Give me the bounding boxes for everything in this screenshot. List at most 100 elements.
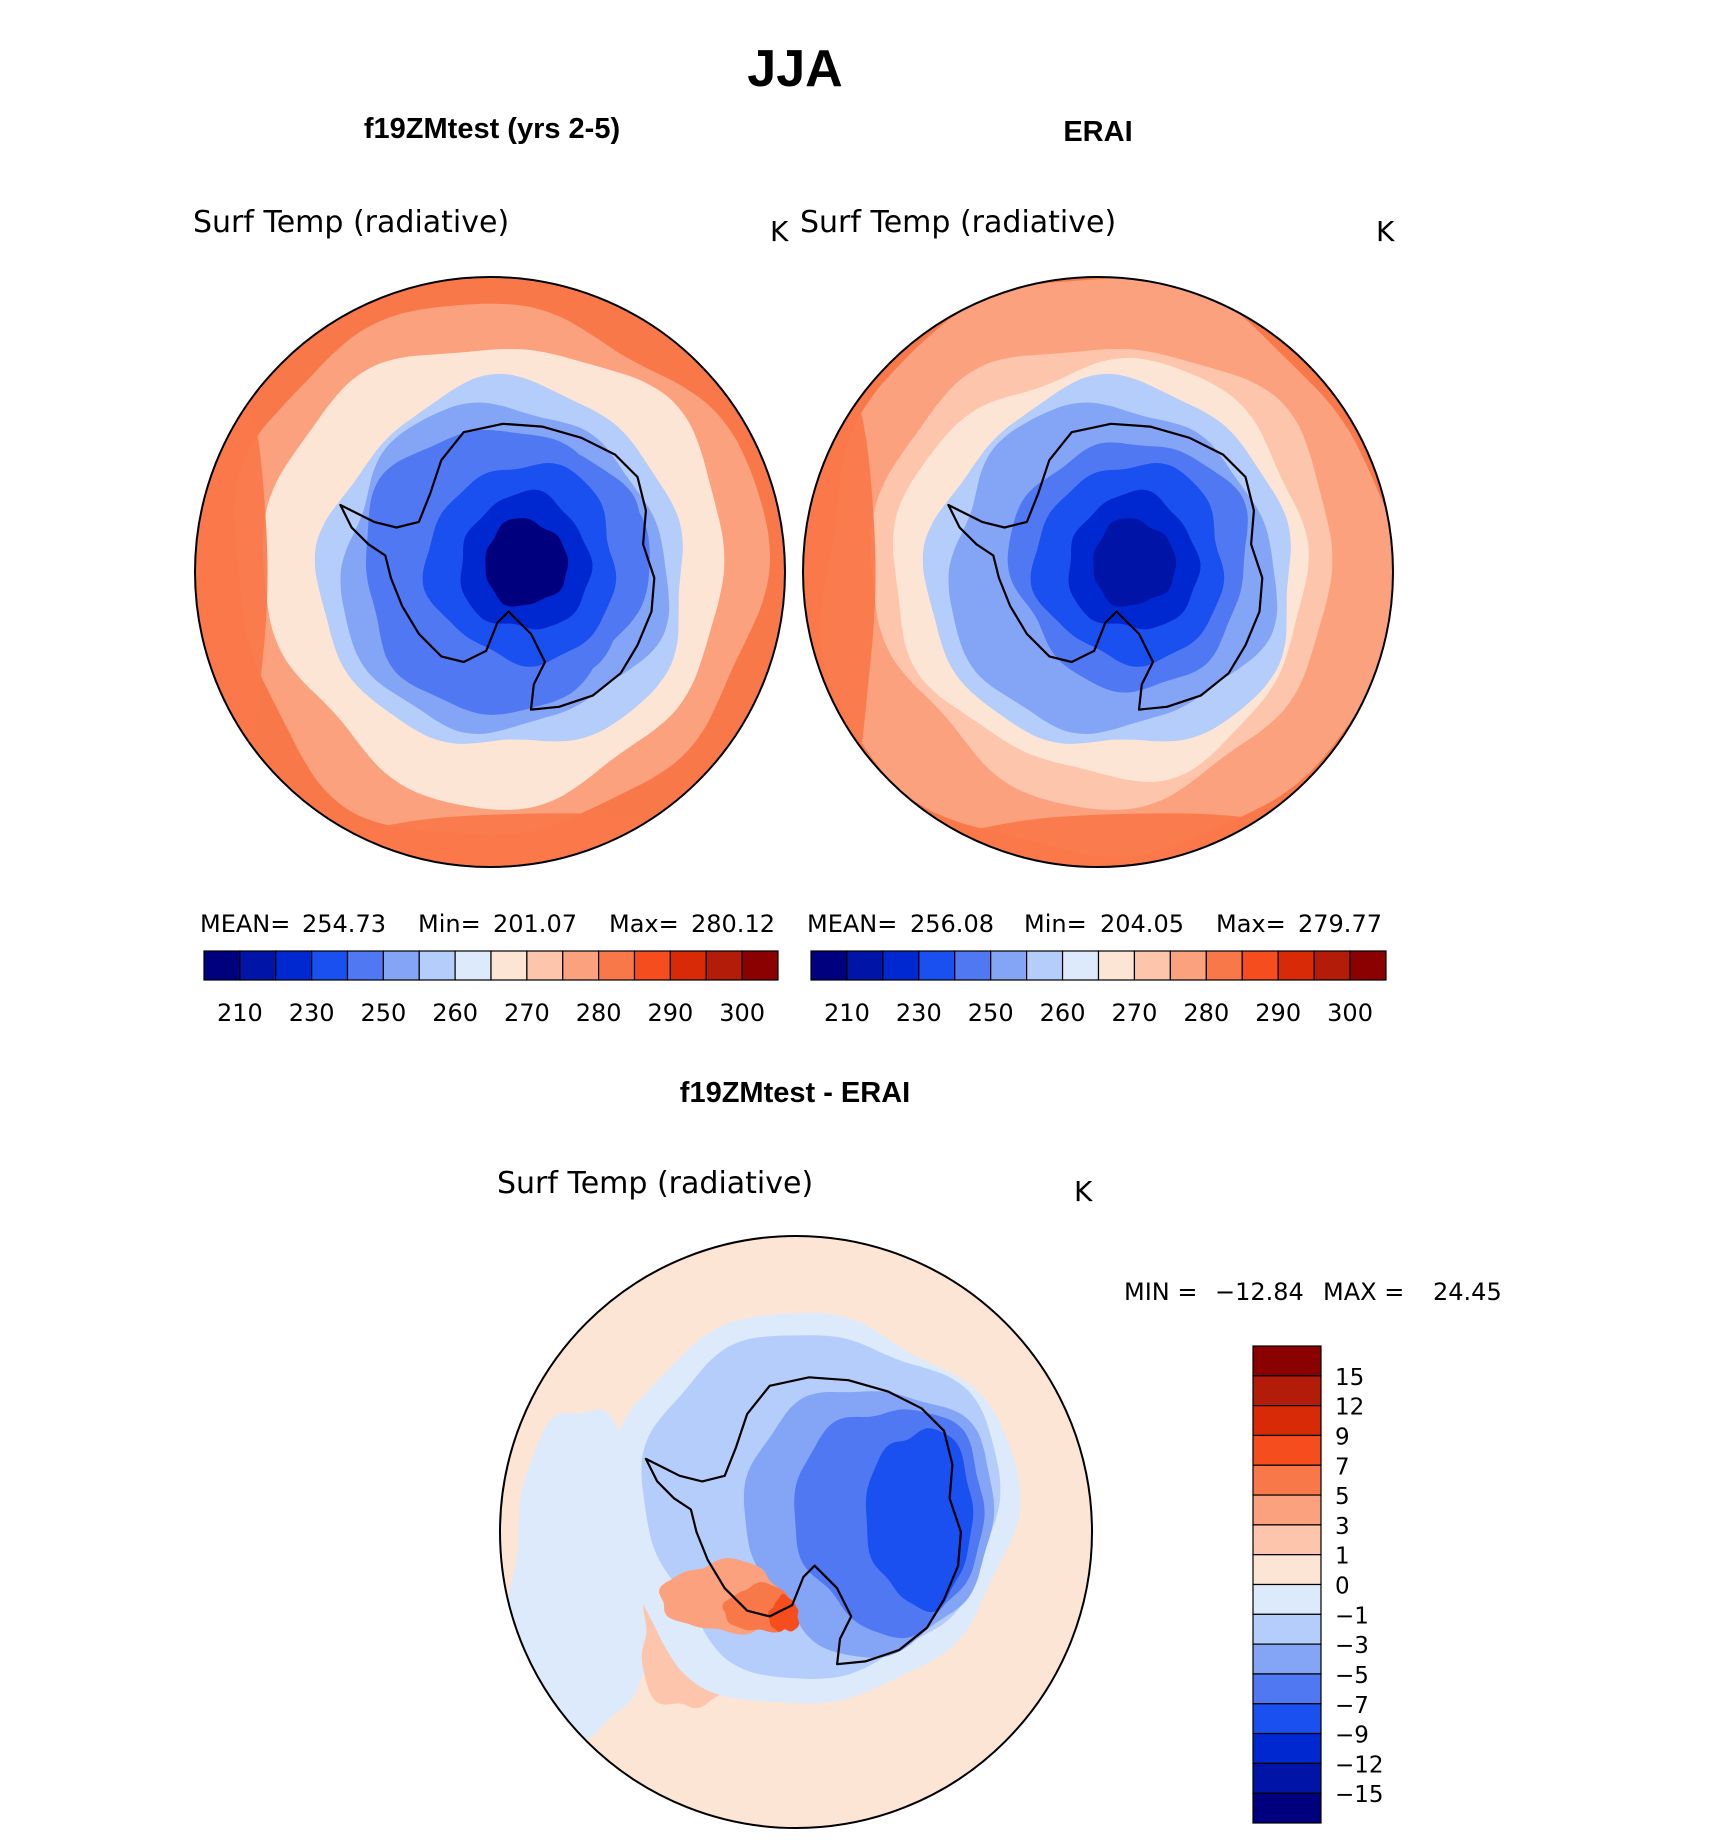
panel-diff-map-contour-east-3 (865, 1428, 974, 1612)
panel-model-field-label: Surf Temp (radiative) (193, 205, 509, 240)
panel-obs-max-value: 279.77 (1298, 910, 1382, 938)
panel-model-colorbar-swatch (633, 950, 671, 981)
panel-diff-colorbar-swatch (1252, 1732, 1322, 1764)
panel-obs-colorbar-tick-label: 260 (1040, 999, 1086, 1027)
panel-diff-colorbar-tick-label: 1 (1335, 1544, 1350, 1570)
panel-obs-colorbar-tick-label: 300 (1327, 999, 1373, 1027)
panel-diff-colorbar-tick-label: −7 (1335, 1693, 1369, 1719)
panel-model-colorbar-swatch (346, 950, 384, 981)
panel-obs-colorbar-swatch (810, 950, 848, 981)
panel-model-colorbar-swatch (705, 950, 743, 981)
panel-model-colorbar: 210 230 250 260 270 280 290 300 (203, 950, 779, 1027)
panel-diff-colorbar-swatch (1252, 1524, 1322, 1556)
panel-diff: f19ZMtest - ERAI Surf Temp (radiative) K… (497, 1077, 1502, 1829)
panel-model-colorbar-tick-label: 300 (719, 999, 765, 1027)
panel-obs-colorbar-swatch (1061, 950, 1100, 981)
panel-model-units: K (770, 215, 789, 248)
panel-diff-colorbar-swatch (1252, 1405, 1322, 1437)
panel-model-colorbar-swatch (454, 950, 492, 981)
panel-obs-colorbar-tick-label: 290 (1255, 999, 1301, 1027)
panel-diff-map-border (499, 1235, 1093, 1829)
panel-diff-colorbar-tick-label: −5 (1335, 1663, 1369, 1689)
panel-model-colorbar-swatch (562, 950, 600, 981)
panel-obs-mean-value: 256.08 (910, 910, 994, 938)
panel-obs-colorbar-swatch (1349, 950, 1387, 981)
panel-model-map (195, 277, 785, 867)
panel-obs-colorbar-swatch (1169, 950, 1207, 981)
panel-model-colorbar-tick-label: 230 (289, 999, 335, 1027)
panel-model-colorbar-swatch (526, 950, 564, 981)
panel-diff-colorbar-swatch (1252, 1494, 1322, 1526)
panel-diff-min-value: −12.84 (1215, 1278, 1304, 1306)
panel-model-stats: MEAN= 254.73 Min= 201.07 Max= 280.12 (200, 910, 775, 938)
panel-diff-colorbar-tick-label: −12 (1335, 1752, 1384, 1778)
panel-obs: ERAI Surf Temp (radiative) K MEAN= 256.0… (800, 116, 1395, 1027)
panel-diff-map-contour-ross-3 (768, 1593, 800, 1632)
panel-model-map-contour-west-band (195, 307, 268, 867)
panel-obs-colorbar-swatch (846, 950, 884, 981)
panel-model-colorbar-tick-label: 290 (647, 999, 693, 1027)
panel-diff-field-label: Surf Temp (radiative) (497, 1166, 813, 1201)
panel-obs-map (803, 277, 1393, 867)
panel-diff-colorbar-swatch (1252, 1643, 1322, 1675)
panel-diff-min-label: MIN = (1124, 1278, 1197, 1306)
panel-obs-colorbar-tick-label: 250 (968, 999, 1014, 1027)
panel-model-max-label: Max= (609, 910, 679, 938)
panel-model-min-label: Min= (418, 910, 481, 938)
panel-model-colorbar-tick-label: 260 (432, 999, 478, 1027)
panel-model-colorbar-swatch (490, 950, 528, 981)
panel-diff-max-value: 24.45 (1433, 1278, 1502, 1306)
panel-obs-colorbar-tick-label: 230 (896, 999, 942, 1027)
panel-model-map-contour-11 (485, 518, 569, 607)
panel-diff-units: K (1074, 1175, 1093, 1208)
panel-diff-colorbar-tick-label: −1 (1335, 1603, 1369, 1629)
panel-obs-max-label: Max= (1216, 910, 1286, 938)
panel-diff-colorbar-swatch (1252, 1583, 1322, 1615)
panel-model-max-value: 280.12 (691, 910, 775, 938)
panel-diff-colorbar-swatch (1252, 1434, 1322, 1466)
panel-obs-colorbar-swatch (1026, 950, 1064, 981)
panel-obs-map-contour-11 (1093, 518, 1177, 607)
panel-diff-colorbar-tick-label: 15 (1335, 1365, 1364, 1391)
panel-model-colorbar-swatch (382, 950, 420, 981)
panel-diff-colorbar-tick-label: 3 (1335, 1514, 1350, 1540)
panel-obs-min-value: 204.05 (1100, 910, 1184, 938)
panel-diff-map-coastline (644, 1376, 962, 1666)
panel-model-title: f19ZMtest (yrs 2-5) (364, 113, 620, 145)
panel-diff-colorbar: 15 12 9 7 5 3 1 0 −1 −3 −5 −7 −9 −12 −15 (1252, 1345, 1384, 1824)
panel-obs-colorbar-tick-label: 210 (824, 999, 870, 1027)
panel-obs-colorbar-swatch (1313, 950, 1351, 981)
panel-model-map-coastline (339, 422, 656, 711)
panel-obs-colorbar-tick-label: 280 (1183, 999, 1229, 1027)
panel-diff-map (500, 1236, 1092, 1828)
panel-diff-colorbar-tick-label: 7 (1335, 1454, 1350, 1480)
panel-diff-colorbar-tick-label: 5 (1335, 1484, 1350, 1510)
panel-diff-colorbar-tick-label: 12 (1335, 1395, 1364, 1421)
panel-model-colorbar-swatch (239, 950, 277, 981)
panel-diff-colorbar-tick-label: −15 (1335, 1782, 1384, 1808)
panel-diff-colorbar-tick-label: −9 (1335, 1723, 1369, 1749)
panel-model-colorbar-tick-label: 210 (217, 999, 263, 1027)
panel-model-mean-value: 254.73 (302, 910, 386, 938)
panel-model-colorbar-swatch (741, 950, 779, 981)
panel-diff-colorbar-swatch (1252, 1762, 1322, 1794)
panel-model-map-border (194, 276, 786, 868)
panel-diff-colorbar-swatch (1252, 1613, 1322, 1645)
panel-obs-mean-label: MEAN= (807, 910, 897, 938)
panel-model-min-value: 201.07 (493, 910, 577, 938)
panel-diff-colorbar-swatch (1252, 1792, 1322, 1824)
panel-model-colorbar-swatch (418, 950, 456, 981)
panel-model-mean-label: MEAN= (200, 910, 290, 938)
panel-model-colorbar-tick-label: 270 (504, 999, 550, 1027)
panel-diff-colorbar-swatch (1252, 1703, 1322, 1735)
panel-obs-stats: MEAN= 256.08 Min= 204.05 Max= 279.77 (807, 910, 1382, 938)
panel-diff-colorbar-swatch (1252, 1673, 1322, 1705)
panel-obs-map-coastline (947, 422, 1264, 711)
panel-diff-title: f19ZMtest - ERAI (680, 1077, 910, 1109)
panel-diff-colorbar-swatch (1252, 1375, 1322, 1407)
panel-model-colorbar-swatch (203, 950, 241, 981)
panel-diff-colorbar-swatch (1252, 1345, 1322, 1377)
panel-model-colorbar-swatch (311, 950, 349, 981)
panel-obs-title: ERAI (1063, 116, 1132, 148)
figure-title: JJA (747, 40, 842, 98)
